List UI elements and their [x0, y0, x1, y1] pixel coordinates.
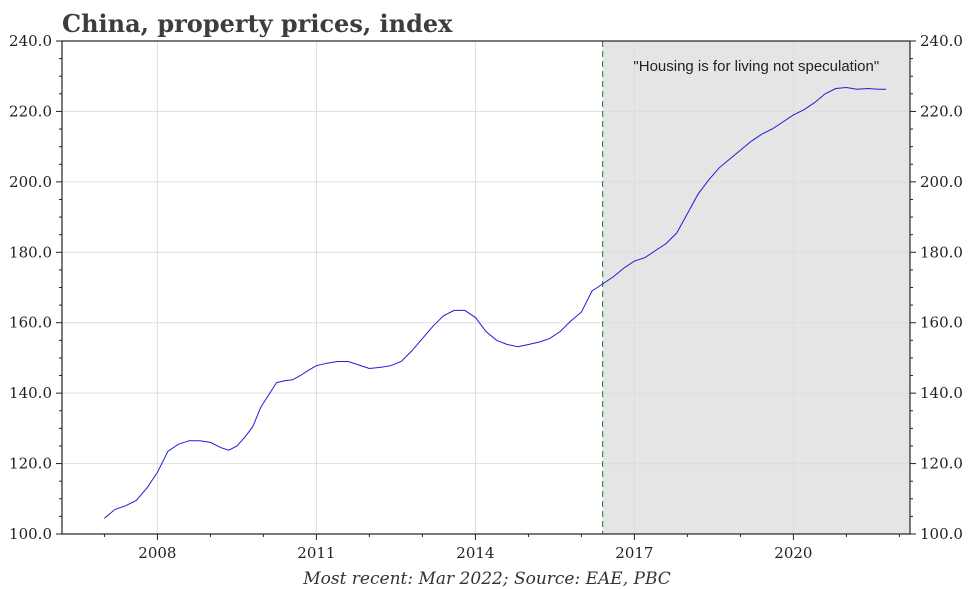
y-tick-label-right: 120.0 — [920, 455, 963, 473]
y-tick-label-left: 100.0 — [9, 525, 52, 543]
y-tick-label-left: 120.0 — [9, 455, 52, 473]
y-tick-label-right: 180.0 — [920, 243, 963, 261]
y-tick-label-right: 160.0 — [920, 314, 963, 332]
tick-labels: 100.0 100.0 120.0 120.0 140.0 140.0 160.0 160.0… — [9, 32, 963, 562]
series-line — [104, 86, 887, 519]
y-tick-label-left: 160.0 — [9, 314, 52, 332]
policy-shaded-region — [602, 41, 910, 534]
policy-annotation: "Housing is for living not speculation" — [633, 58, 879, 75]
y-tick-label-right: 140.0 — [920, 384, 963, 402]
y-tick-label-left: 200.0 — [9, 173, 52, 191]
x-tick-label: 2017 — [615, 544, 653, 562]
y-tick-label-right: 240.0 — [920, 32, 963, 50]
tick-marks — [56, 40, 916, 540]
x-tick-label: 2011 — [297, 544, 335, 562]
y-tick-label-left: 180.0 — [9, 243, 52, 261]
source-note: Most recent: Mar 2022; Source: EAE, PBC — [302, 569, 671, 589]
y-tick-label-left: 140.0 — [9, 384, 52, 402]
y-tick-label-right: 200.0 — [920, 173, 963, 191]
y-tick-label-right: 100.0 — [920, 525, 963, 543]
chart-title: China, property prices, index — [62, 9, 453, 38]
x-tick-label: 2020 — [774, 544, 812, 562]
x-tick-label: 2008 — [138, 544, 176, 562]
y-tick-label-right: 220.0 — [920, 102, 963, 120]
x-tick-label: 2014 — [456, 544, 494, 562]
y-tick-label-left: 220.0 — [9, 102, 52, 120]
y-tick-label-left: 240.0 — [9, 32, 52, 50]
